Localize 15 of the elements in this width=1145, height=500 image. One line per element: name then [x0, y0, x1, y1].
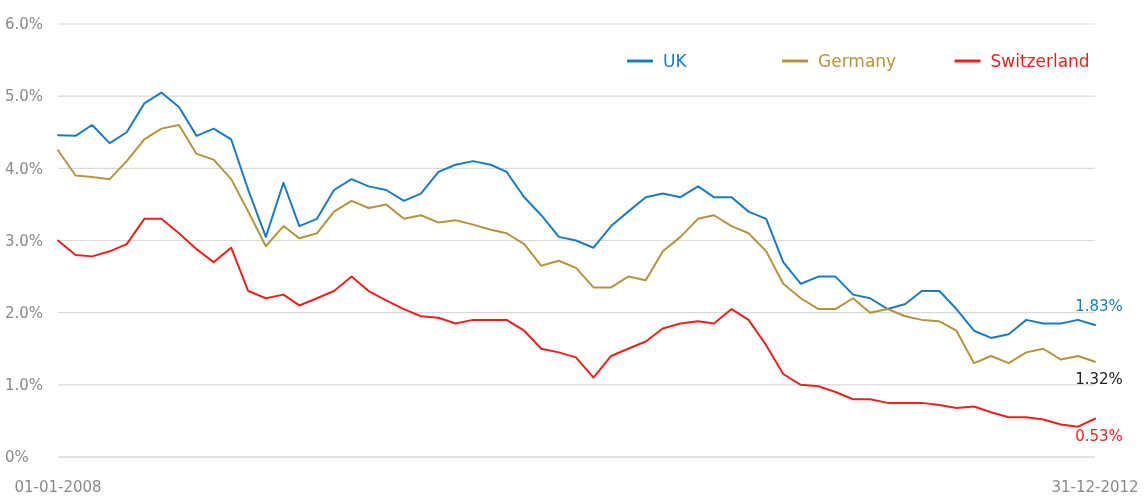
x-tick-label: 31-12-2012 [1051, 478, 1139, 496]
legend-label: UK [663, 50, 688, 71]
annotation: 1.32% [1075, 369, 1123, 388]
annotation: 0.53% [1075, 426, 1123, 445]
annotation: 1.83% [1075, 296, 1123, 315]
y-tick-label: 1.0% [5, 376, 44, 395]
legend-label: Germany [818, 50, 897, 71]
legend-label: Switzerland [990, 50, 1090, 71]
y-tick-label: 2.0% [5, 303, 44, 322]
y-tick-label: 0% [5, 448, 29, 467]
y-tick-label: 6.0% [5, 15, 44, 34]
y-tick-label: 3.0% [5, 231, 44, 250]
x-tick-label: 01-01-2008 [14, 478, 102, 496]
y-tick-label: 4.0% [5, 159, 44, 178]
y-tick-label: 5.0% [5, 87, 44, 106]
